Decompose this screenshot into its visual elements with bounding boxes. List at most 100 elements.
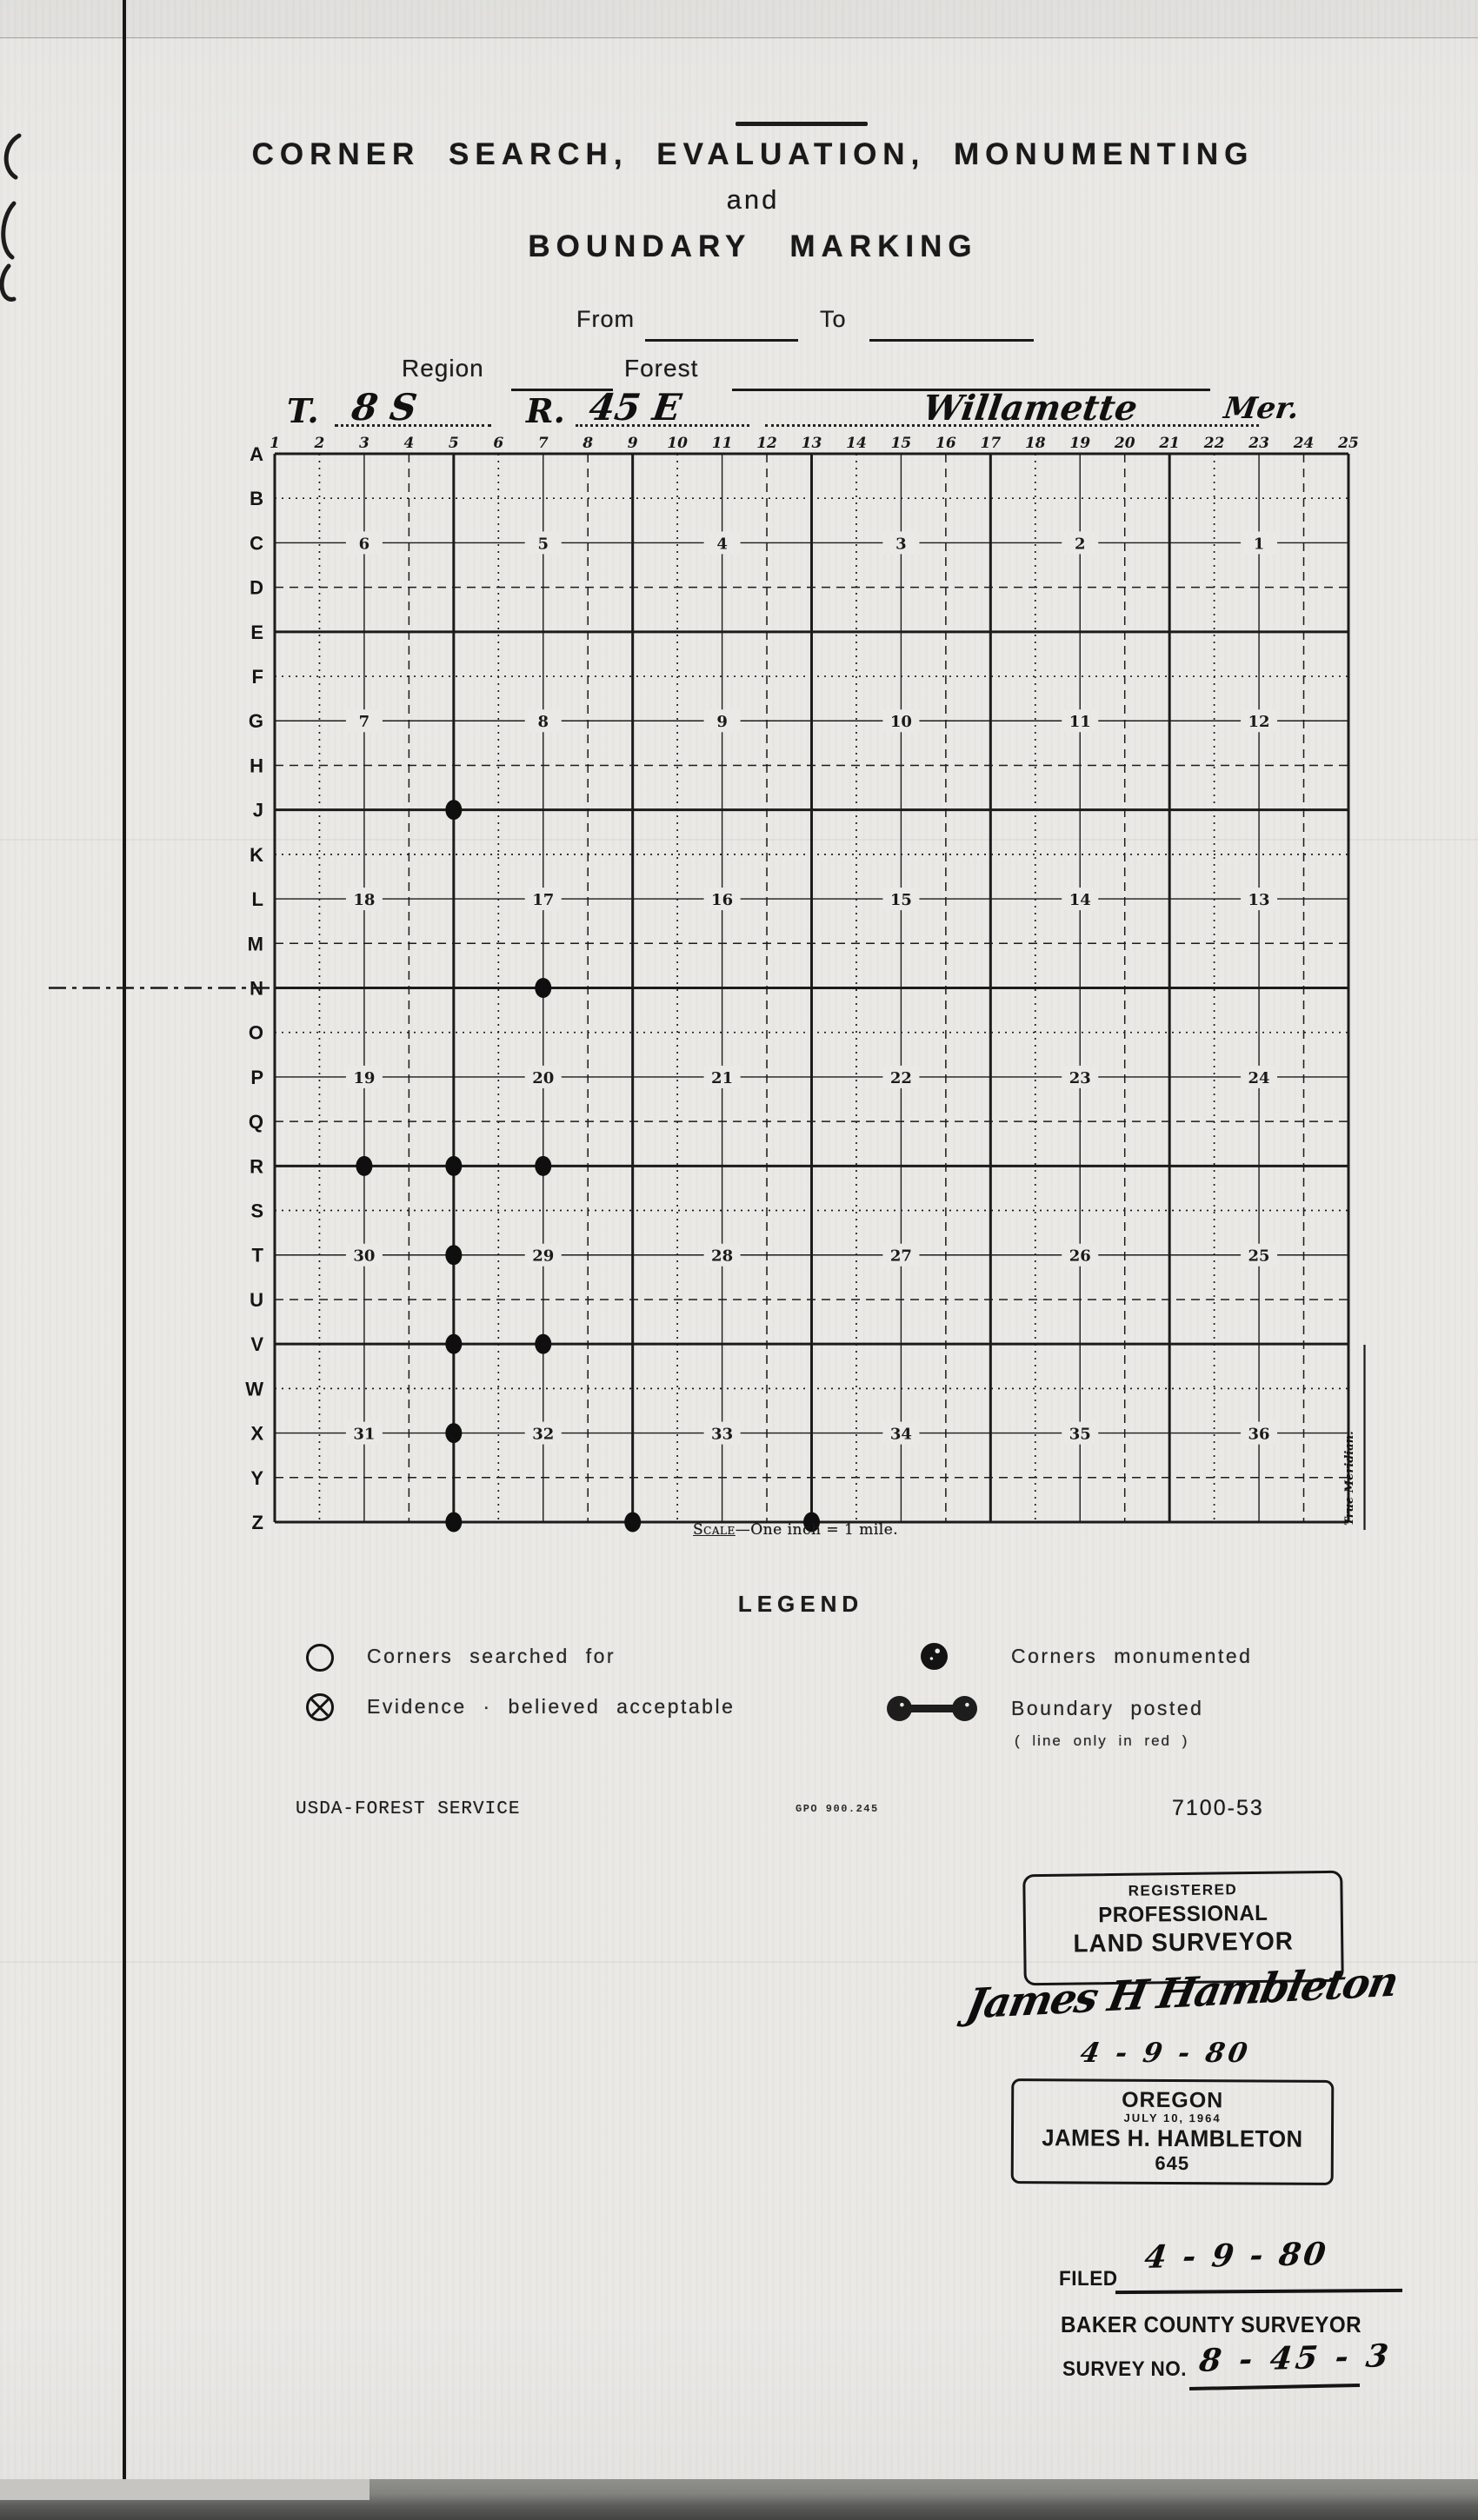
section-number: 32	[532, 1426, 554, 1444]
grid-col-number: 20	[1114, 435, 1135, 452]
form-header: CORNER SEARCH, EVALUATION, MONUMENTING a…	[26, 137, 1478, 264]
grid-col-number: 12	[756, 435, 777, 452]
section-number-gap	[882, 709, 920, 733]
filed-date-value[interactable]: 4 - 9 - 80	[1142, 2236, 1331, 2276]
township-value[interactable]: 8 S	[349, 386, 420, 429]
grid-row-letter: J	[253, 800, 263, 821]
meridian-value[interactable]: Willamette	[920, 388, 1141, 429]
grid-row-letter: L	[252, 888, 263, 910]
section-number: 21	[711, 1069, 733, 1087]
grid-row-letter: C	[250, 532, 263, 554]
grid-col-number: 8	[582, 435, 593, 452]
grid-col-number: 2	[314, 435, 325, 452]
form-number: 7100-53	[1172, 1796, 1264, 1820]
monumented-corner-dot	[445, 800, 463, 821]
grid-col-number: 17	[980, 435, 1001, 452]
range-label: R.	[526, 391, 565, 430]
section-number-gap	[524, 709, 562, 733]
to-label: To	[820, 306, 847, 332]
grid-col-number: 5	[449, 435, 459, 452]
grid-row-letter: D	[250, 577, 263, 599]
grid-col-number: 3	[359, 435, 370, 452]
gpo-imprint: GPO 900.245	[796, 1803, 879, 1815]
legend-item-boundary: Boundary posted	[1011, 1697, 1204, 1719]
agency-name: USDA-FOREST SERVICE	[296, 1799, 521, 1819]
section-number: 30	[353, 1247, 375, 1266]
true-meridian-label: True Meridian.	[1343, 1431, 1356, 1526]
grid-row-letter: T	[252, 1245, 264, 1267]
stamp-line-registered: REGISTERED	[1128, 1881, 1238, 1899]
section-number: 28	[711, 1247, 733, 1266]
section-number: 1	[1254, 535, 1265, 553]
scale-text: —One inch = 1 mile.	[735, 1521, 899, 1539]
grid-col-number: 22	[1203, 435, 1225, 452]
stamp-line-professional: PROFESSIONAL	[1098, 1900, 1268, 1928]
section-number: 33	[711, 1426, 733, 1444]
monumented-corner-dot	[535, 1333, 552, 1354]
survey-no-value[interactable]: 8 - 45 - 3	[1197, 2337, 1394, 2379]
section-number-gap	[1241, 1421, 1278, 1445]
grid-row-letter: Z	[252, 1512, 263, 1533]
monumented-corner-dot	[445, 1423, 463, 1444]
from-field[interactable]	[645, 315, 798, 342]
monumented-corner-dot	[802, 1512, 820, 1533]
section-number-gap	[1241, 709, 1278, 733]
county-surveyor-label: BAKER COUNTY SURVEYOR	[1061, 2311, 1362, 2337]
township-rule	[335, 400, 491, 427]
scale-note: Scale—One inch = 1 mile.	[693, 1521, 898, 1539]
scan-bottom-corner	[0, 2479, 370, 2500]
section-number: 24	[1248, 1069, 1270, 1087]
page-subtitle: BOUNDARY MARKING	[528, 229, 978, 263]
grid-row-letter: R	[250, 1155, 263, 1177]
monumented-corner-dot	[445, 1155, 463, 1176]
legend-item-monumented: Corners monumented	[1011, 1645, 1253, 1667]
boundary-posted-icon	[887, 1696, 977, 1722]
section-number-gap	[703, 709, 741, 733]
section-number-gap	[882, 1243, 920, 1267]
survey-no-label: SURVEY NO.	[1062, 2357, 1188, 2381]
grid-col-number: 7	[538, 435, 549, 452]
section-number: 36	[1248, 1426, 1270, 1444]
range-rule	[576, 400, 749, 427]
grid-col-number: 4	[403, 435, 414, 452]
section-number: 3	[895, 535, 907, 553]
to-field[interactable]	[869, 315, 1034, 342]
section-number-gap	[524, 1421, 562, 1445]
grid-col-number: 10	[667, 435, 688, 452]
section-number: 22	[890, 1069, 912, 1087]
grid-row-letter: S	[250, 1200, 263, 1222]
section-number-gap	[1062, 1421, 1099, 1445]
filled-circle-icon	[921, 1643, 948, 1670]
stamp-line-oregon: OREGON	[1122, 2087, 1224, 2113]
forest-field[interactable]	[732, 364, 1210, 391]
monumented-corner-dot	[445, 1512, 463, 1533]
meridian-abbr: Mer.	[1222, 391, 1302, 426]
grid-row-letter: X	[250, 1423, 263, 1445]
grid-col-number: 13	[802, 435, 822, 452]
grid-col-number: 19	[1069, 435, 1090, 452]
section-number-gap	[345, 888, 383, 911]
range-value[interactable]: 45 E	[586, 386, 684, 429]
grid-col-number: 18	[1025, 435, 1046, 452]
left-margin-rule	[123, 0, 126, 2491]
section-number-gap	[1062, 1243, 1099, 1267]
grid-row-letter: A	[250, 443, 263, 465]
section-number-gap	[524, 1243, 562, 1267]
legend-title: LEGEND	[737, 1591, 864, 1617]
grid-row-letter: U	[250, 1289, 263, 1311]
legend-item-searched: Corners searched for	[367, 1645, 616, 1667]
grid-row-letter: B	[250, 488, 263, 509]
grid-col-number: 14	[846, 435, 867, 452]
grid-col-number: 1	[270, 435, 280, 452]
section-number: 14	[1069, 891, 1091, 909]
section-number-gap	[1062, 888, 1099, 911]
section-number: 29	[532, 1247, 554, 1266]
section-number-gap	[345, 1065, 383, 1088]
grid-col-number: 15	[891, 435, 912, 452]
region-field[interactable]	[511, 364, 613, 391]
section-number-gap	[882, 1421, 920, 1445]
section-number-gap	[1062, 1065, 1099, 1088]
title-rule	[736, 122, 868, 126]
section-number: 26	[1069, 1247, 1091, 1266]
grid-row-letter: E	[250, 622, 263, 643]
